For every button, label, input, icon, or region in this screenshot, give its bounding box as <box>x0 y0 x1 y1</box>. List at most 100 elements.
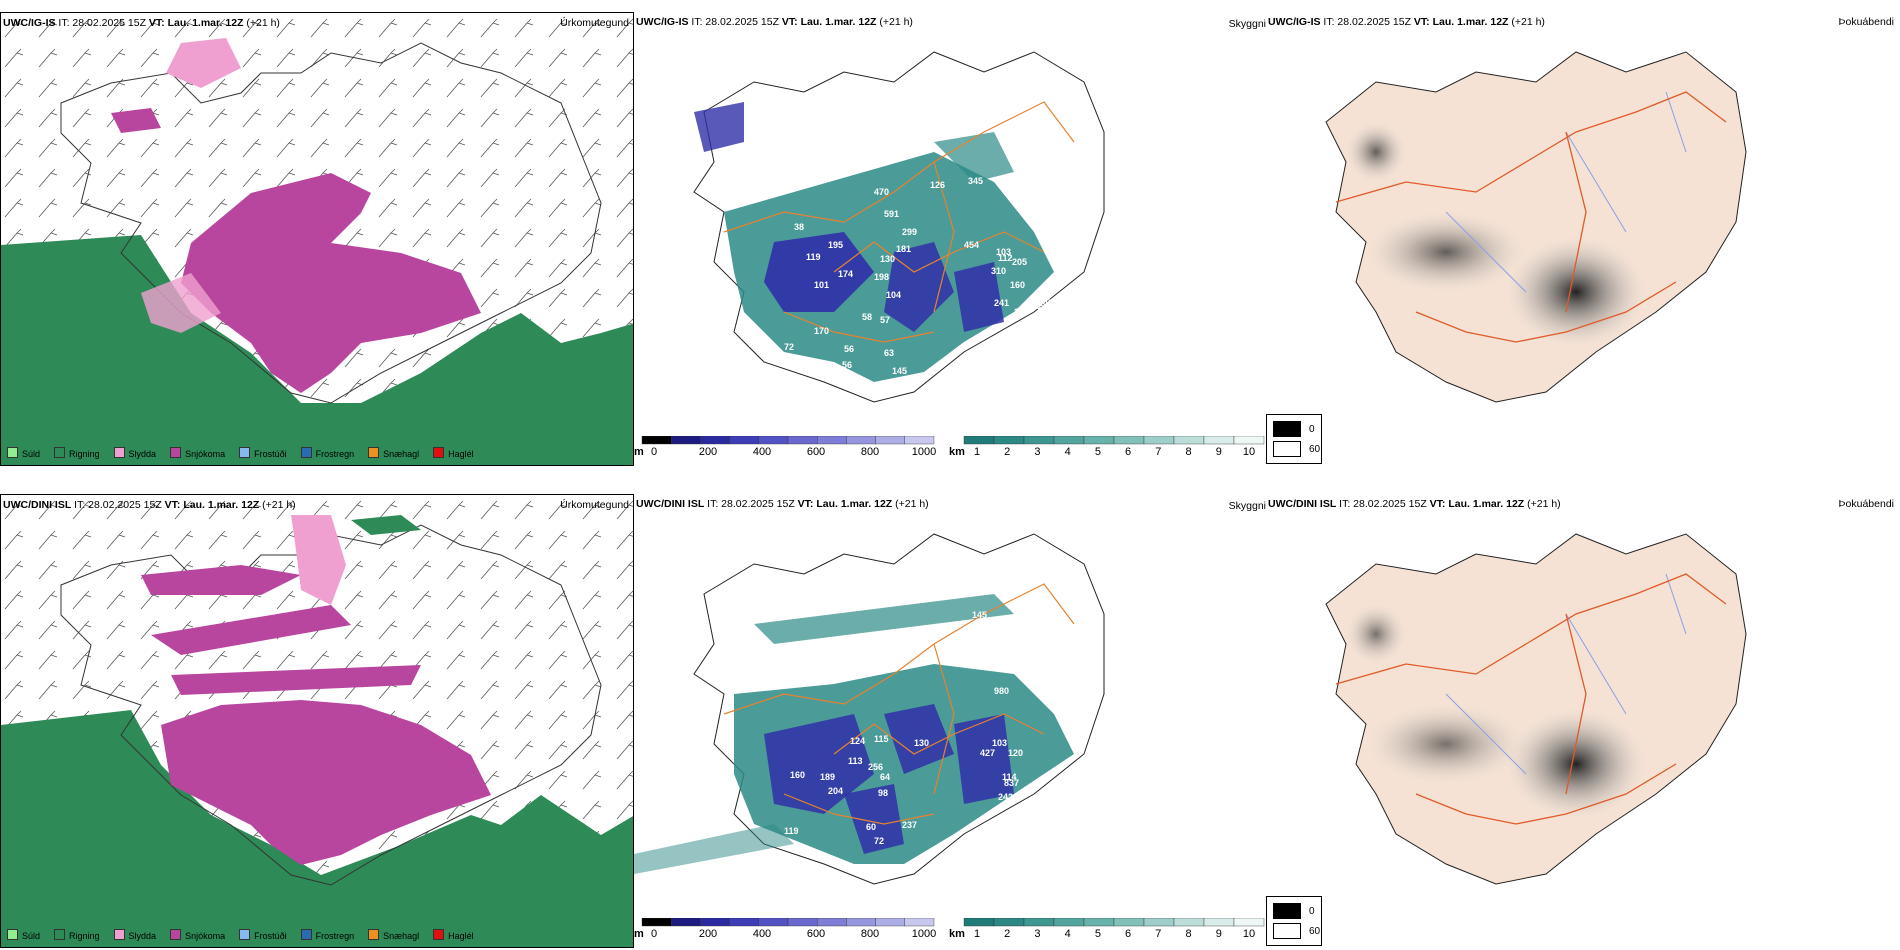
height-label: 57 <box>880 315 890 325</box>
colorbar-segment <box>1113 436 1145 445</box>
height-label: 119 <box>784 826 799 836</box>
colorbar-tick: 3 <box>1034 928 1041 940</box>
legend-item: Slydda <box>113 929 156 941</box>
height-label: 143 <box>1040 808 1055 818</box>
height-label: 129 <box>1020 320 1035 330</box>
roads <box>1335 91 1727 343</box>
precip-legend: Súld Rigning Slydda Snjókoma Frostúði Frostre… <box>7 447 474 459</box>
height-labels: 470 126 345 591 38 299 454 103 195 181 112 130 119 20… <box>784 176 1081 394</box>
height-label: 427 <box>980 748 995 758</box>
cloud-map <box>1325 533 1747 885</box>
legend-swatch <box>300 929 312 940</box>
colorbar-segment <box>875 436 906 445</box>
colorbar-segment <box>729 436 759 445</box>
height-label: 38 <box>794 222 804 232</box>
opacity-high-swatch <box>1273 903 1301 919</box>
height-label: 198 <box>874 272 889 282</box>
colorbar-tick: 600 <box>806 446 826 458</box>
colorbar-segment <box>787 436 818 445</box>
colorbar-segment <box>1143 918 1175 927</box>
height-label: 837 <box>1004 778 1019 788</box>
colorbar-segment <box>1083 918 1115 927</box>
sleet-area <box>166 38 241 88</box>
precip-panel-1: UWC/IG-IS IT: 28.02.2025 15Z VT: Lau. 1.… <box>0 12 634 466</box>
height-label: 115 <box>874 734 889 744</box>
colorbar-tick: 0 <box>650 446 658 458</box>
legend-swatch <box>113 447 125 458</box>
height-label: 130 <box>914 738 929 748</box>
sleet-w <box>141 273 221 333</box>
colorbar-segment <box>816 918 847 927</box>
height-label: 181 <box>896 244 911 254</box>
height-label: 118 <box>1066 340 1081 350</box>
colorbar-tick: 600 <box>806 928 826 940</box>
fog-core-1 <box>1506 237 1646 347</box>
colorbar-segment <box>875 918 906 927</box>
height-label: 242 <box>998 792 1013 802</box>
colorbar-tick: 200 <box>698 446 718 458</box>
height-label: 130 <box>880 254 895 264</box>
colorbar-segment <box>1113 918 1145 927</box>
cloud-panel-2: UWC/DINI ISL IT: 28.02.2025 15Z VT: Lau.… <box>1266 494 1900 948</box>
legend-swatch <box>54 447 66 458</box>
visibility-colorbar: km 1 2 3 4 5 6 7 8 9 10 <box>949 918 1266 948</box>
colorbar-tick: 4 <box>1064 446 1071 458</box>
legend-item: Snæhagl <box>368 447 419 459</box>
panel-title: UWC/IG-IS IT: 28.02.2025 15Z VT: Lau. 1.… <box>1268 16 1545 28</box>
blue-nw <box>694 102 744 152</box>
blue-area-2 <box>884 704 954 774</box>
fog-core-2 <box>1366 704 1526 784</box>
height-label: 103 <box>996 247 1011 257</box>
panel-title: UWC/DINI ISL IT: 28.02.2025 15Z VT: Lau.… <box>636 498 929 510</box>
legend-item: Haglél <box>433 447 474 459</box>
coastline <box>693 533 1105 885</box>
visibility-panel-2: UWC/DINI ISL IT: 28.02.2025 15Z VT: Lau.… <box>634 494 1266 948</box>
colorbar-tick: 0 <box>650 928 658 940</box>
height-label: 204 <box>828 786 843 796</box>
height-label: 98 <box>878 788 888 798</box>
colorbar-tick: 7 <box>1155 446 1162 458</box>
colorbar-segment <box>1023 436 1055 445</box>
height-label: 104 <box>886 290 901 300</box>
colorbar-tick: 2 <box>1004 446 1011 458</box>
colorbar-tick: 1000 <box>911 928 937 940</box>
panel-type-label: Skyggni <box>1228 500 1266 512</box>
legend-item: Snjókoma <box>170 929 225 941</box>
rain-area <box>1 710 633 947</box>
height-label: 591 <box>884 209 899 219</box>
height-label: 114 <box>1002 772 1017 782</box>
legend-swatch <box>113 929 125 940</box>
height-label: 126 <box>930 180 945 190</box>
colorbar-segment <box>671 918 701 927</box>
colorbar-tick: 2 <box>1004 928 1011 940</box>
legend-item: Frostregn <box>300 447 354 459</box>
height-label: 980 <box>994 686 1009 696</box>
snow-area <box>181 173 481 393</box>
panel-title: UWC/IG-IS IT: 28.02.2025 15Z VT: Lau. 1.… <box>3 17 280 29</box>
legend-item: Súld <box>7 447 40 459</box>
height-label: 241 <box>994 298 1009 308</box>
precip-legend: Súld Rigning Slydda Snjókoma Frostúði Frostre… <box>7 929 474 941</box>
panel-title: UWC/DINI ISL IT: 28.02.2025 15Z VT: Lau.… <box>1268 498 1561 510</box>
teal-ne <box>934 132 1014 182</box>
colorbar-tick: 400 <box>752 928 772 940</box>
legend-item: Snæhagl <box>368 929 419 941</box>
colorbar-segment <box>993 436 1025 445</box>
colorbar-segment <box>700 918 730 927</box>
fog-core-1 <box>1506 709 1646 819</box>
legend-swatch <box>368 447 380 458</box>
rivers <box>1445 573 1687 775</box>
height-label: 172 <box>782 578 797 588</box>
panel-type-label: Úrkomutegund <box>560 499 629 511</box>
coastline <box>693 51 1105 403</box>
height-colorbar: m 0 200 400 600 800 1000 <box>634 918 944 948</box>
height-label: 133 <box>1000 634 1015 644</box>
cloud-map <box>1325 51 1747 403</box>
opacity-low-swatch <box>1273 923 1301 939</box>
legend-swatch <box>368 929 380 940</box>
visibility-colorbar: km 1 2 3 4 5 6 7 8 9 10 <box>949 436 1266 466</box>
teal-south <box>634 824 794 874</box>
height-label: 119 <box>806 252 821 262</box>
colorbar-tick: 8 <box>1185 446 1192 458</box>
blue-area-3 <box>954 714 1014 804</box>
